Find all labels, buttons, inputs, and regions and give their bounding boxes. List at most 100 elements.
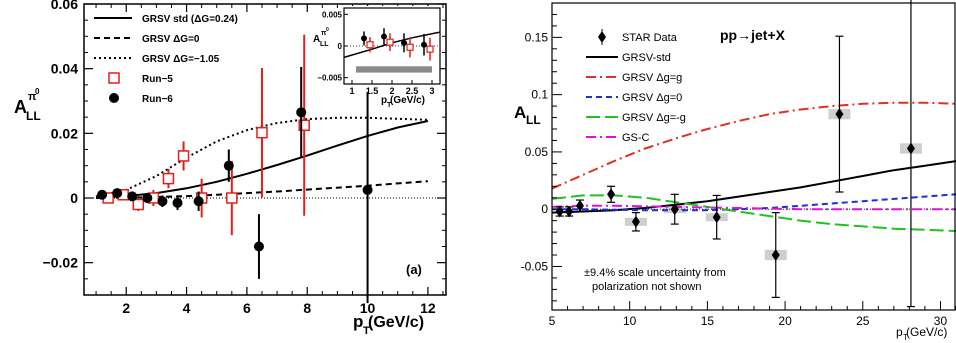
inset-x-tick-label: 3 xyxy=(429,86,434,96)
right-x-tick-label: 30 xyxy=(934,314,948,328)
inset-run6-point xyxy=(401,39,407,46)
inset-y-tick-label: −0.005 xyxy=(317,74,342,83)
right-chart-title: pp→jet+X xyxy=(720,27,786,43)
right-x-tick-label: 25 xyxy=(856,314,870,328)
left-panel-label: (a) xyxy=(406,262,422,277)
star-data-point xyxy=(771,249,780,262)
star-data-point xyxy=(575,199,584,212)
inset-ylabel-base: A xyxy=(313,34,320,45)
left-legend-label: GRSV std (ΔG=0.24) xyxy=(142,14,238,25)
run5-point xyxy=(162,172,175,185)
run6-point xyxy=(223,160,234,171)
right-note-line-2: polarization not shown xyxy=(592,281,701,293)
left-y-tick-label: 0.06 xyxy=(51,0,78,12)
left-x-tick-label: 2 xyxy=(122,300,130,316)
left-x-tick-label: 10 xyxy=(360,300,376,316)
inset-background xyxy=(344,6,440,92)
inset-run5-point xyxy=(406,43,414,51)
right-legend-label: GRSV Δg=0 xyxy=(622,92,682,104)
run5-point xyxy=(256,126,268,139)
star-data-point xyxy=(565,205,574,218)
left-y-axis-label: A LL π 0 xyxy=(14,87,41,123)
right-y-axis-label: A LL xyxy=(514,103,541,127)
right-x-tick-label: 10 xyxy=(623,314,637,328)
inset-x-axis-label: p T (GeV/c) xyxy=(381,95,425,109)
right-x-tick-label: 20 xyxy=(778,314,792,328)
run6-point xyxy=(112,188,123,199)
right-axis-ticks: 5 10 15 20 25 30 -0.05 0 0.05 0.1 0.15 xyxy=(521,13,956,328)
left-x-tick-label: 6 xyxy=(243,300,251,316)
inset-ylabel-sub: LL xyxy=(320,41,329,48)
run6-point xyxy=(362,184,373,195)
left-legend-label: Run−6 xyxy=(142,94,173,105)
inset-x-tick-label: 2.5 xyxy=(406,86,419,96)
star-data-point xyxy=(631,215,640,228)
inset-band-rect xyxy=(356,66,432,73)
left-ylabel-base: A xyxy=(14,97,27,117)
left-ylabel-sub: LL xyxy=(26,109,41,123)
run6-point xyxy=(97,189,108,200)
left-y-tick-label: 0.04 xyxy=(51,61,78,77)
left-legend: GRSV std (ΔG=0.24) GRSV ΔG=0 GRSV ΔG=−1.05… xyxy=(94,14,238,105)
legend-marker-run6 xyxy=(109,93,119,103)
right-theory-curves xyxy=(551,101,956,232)
inset-x-tick-label: 2 xyxy=(389,86,394,96)
left-y-tick-label: 0 xyxy=(70,190,78,206)
right-legend-label: GS-C xyxy=(622,132,650,144)
star-data-point xyxy=(906,142,915,155)
right-curve-solid xyxy=(551,160,956,214)
left-y-tick-label: 0.02 xyxy=(51,125,78,141)
right-note-line-1: ±9.4% scale uncertainty from xyxy=(584,267,726,279)
right-legend-label: GRSV-std xyxy=(622,52,671,64)
star-data-point xyxy=(712,211,721,224)
right-curve-longdash xyxy=(551,194,956,232)
inset-run6-point xyxy=(381,33,387,40)
left-x-tick-label: 12 xyxy=(420,300,436,316)
inset-run6-point xyxy=(421,41,427,48)
left-xlabel-unit: (GeV/c) xyxy=(368,314,424,331)
left-xlabel-sub: T xyxy=(363,325,370,337)
run5-point xyxy=(298,119,310,131)
right-note: ±9.4% scale uncertainty from polarizatio… xyxy=(584,267,726,293)
star-data-point xyxy=(607,188,616,201)
right-y-tick-label: 0.1 xyxy=(531,88,548,102)
inset-xlabel-unit: (GeV/c) xyxy=(390,95,425,106)
left-legend-label: Run−5 xyxy=(142,74,173,85)
right-curve-dashdot xyxy=(551,204,956,211)
run6-point xyxy=(127,191,138,202)
left-y-tick-label: −0.02 xyxy=(43,255,79,271)
run6-point xyxy=(157,196,168,207)
left-x-tick-label: 8 xyxy=(303,300,311,316)
inset-x-tick-label: 1.5 xyxy=(366,86,379,96)
legend-marker-run5 xyxy=(108,72,120,84)
legend-marker-diamond xyxy=(598,31,606,43)
left-ylabel-sup-zero: 0 xyxy=(35,87,40,96)
right-xlabel-unit: (GeV/c) xyxy=(906,325,947,339)
inset-run5-point xyxy=(426,45,434,53)
right-y-tick-label: -0.05 xyxy=(521,259,549,273)
inset-y-tick-label: 0.005 xyxy=(322,10,343,19)
run6-point xyxy=(172,197,183,208)
left-x-axis-label: p T (GeV/c) xyxy=(353,312,424,337)
right-ylabel-sub: LL xyxy=(526,113,541,127)
right-y-tick-label: 0.15 xyxy=(525,30,549,44)
right-legend-label: STAR Data xyxy=(622,32,678,44)
right-data-points xyxy=(555,0,915,308)
right-x-tick-label: 15 xyxy=(701,314,715,328)
inset-xlabel-sub: T xyxy=(387,102,392,109)
right-x-axis-label: p T (GeV/c) xyxy=(896,325,947,342)
inset-run5-point xyxy=(386,38,394,46)
inset-run5-point xyxy=(366,41,374,49)
inset-run6-point xyxy=(361,35,367,42)
star-data-point xyxy=(555,205,564,218)
run5-point xyxy=(177,150,190,162)
run6-point xyxy=(253,241,264,252)
right-legend-label: GRSV Δg=-g xyxy=(622,112,686,124)
right-y-tick-label: 0.05 xyxy=(525,145,549,159)
run5-point xyxy=(132,198,145,211)
inset-y-tick-label: 0 xyxy=(338,42,343,51)
inset-ylabel-sup-zero: 0 xyxy=(326,27,329,33)
